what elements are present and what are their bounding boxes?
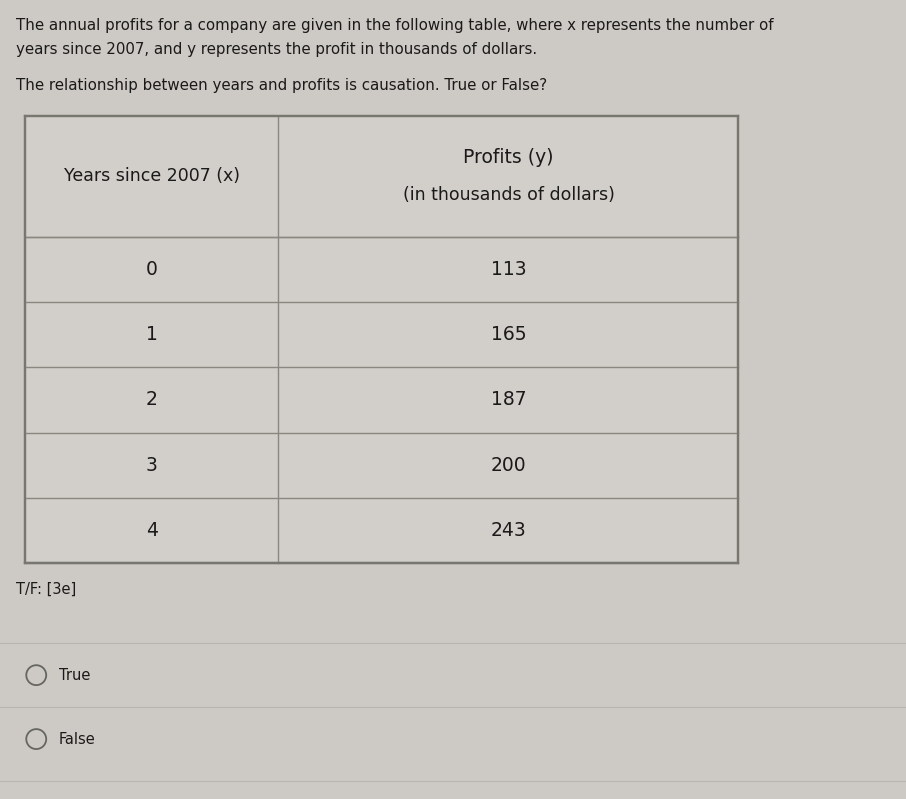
Text: Years since 2007 (x): Years since 2007 (x)	[64, 167, 240, 185]
Text: 243: 243	[490, 521, 526, 540]
Text: The annual profits for a company are given in the following table, where x repre: The annual profits for a company are giv…	[16, 18, 774, 33]
FancyBboxPatch shape	[25, 116, 738, 563]
Text: False: False	[59, 732, 96, 746]
Text: The relationship between years and profits is causation. True or False?: The relationship between years and profi…	[16, 78, 547, 93]
Text: 165: 165	[491, 325, 526, 344]
Text: 2: 2	[146, 391, 158, 410]
Text: (in thousands of dollars): (in thousands of dollars)	[402, 185, 614, 204]
Text: Profits (y): Profits (y)	[463, 149, 554, 168]
Text: 4: 4	[146, 521, 158, 540]
Text: 200: 200	[491, 455, 526, 475]
Text: years since 2007, and y represents the profit in thousands of dollars.: years since 2007, and y represents the p…	[16, 42, 537, 58]
Text: T/F: [3e]: T/F: [3e]	[16, 582, 77, 597]
Text: 113: 113	[491, 260, 526, 279]
Text: 0: 0	[146, 260, 158, 279]
Text: 187: 187	[491, 391, 526, 410]
Text: 1: 1	[146, 325, 158, 344]
Text: 3: 3	[146, 455, 158, 475]
Text: True: True	[59, 668, 91, 682]
